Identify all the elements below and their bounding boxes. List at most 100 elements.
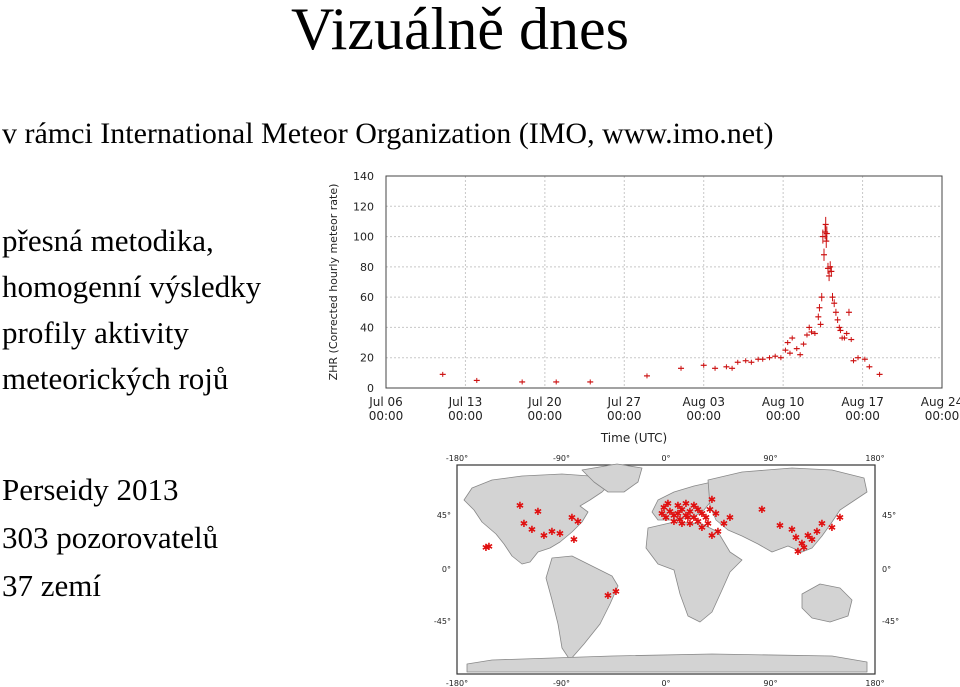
data-point <box>700 362 707 368</box>
y-tick-label: 40 <box>360 321 374 334</box>
data-point <box>845 308 852 316</box>
observer-marker: ✱ <box>714 527 722 538</box>
australia <box>801 583 853 623</box>
data-point <box>789 335 796 341</box>
longitude-label: -90° <box>553 454 570 463</box>
country-count: 37 zemí <box>2 568 101 603</box>
observer-marker: ✱ <box>690 513 698 524</box>
data-point <box>803 332 810 338</box>
observer-marker: ✱ <box>604 591 612 602</box>
data-point <box>861 356 868 362</box>
observer-marker: ✱ <box>804 531 812 542</box>
observer-marker: ✱ <box>776 521 784 532</box>
y-tick-label: 100 <box>353 231 374 244</box>
x-tick-label: 00:00 <box>528 409 563 423</box>
y-tick-label: 0 <box>367 382 374 395</box>
observer-marker: ✱ <box>568 513 576 524</box>
observer-marker: ✱ <box>670 517 678 528</box>
data-point <box>793 346 800 352</box>
data-point <box>817 321 824 328</box>
x-tick-label: Jul 06 <box>368 395 403 409</box>
data-point <box>519 379 526 385</box>
longitude-label: 0° <box>661 679 670 687</box>
data-point <box>823 226 830 241</box>
observer-marker: ✱ <box>670 511 678 522</box>
observer-marker: ✱ <box>706 505 714 516</box>
data-point <box>836 324 843 331</box>
data-point <box>843 330 850 337</box>
observer-marker: ✱ <box>516 501 524 512</box>
x-tick-label: Jul 13 <box>448 395 483 409</box>
data-point <box>820 248 827 261</box>
x-axis-label: Time (UTC) <box>600 431 667 445</box>
y-axis-label: ZHR (Corrected hourly meteor rate) <box>327 184 340 381</box>
latitude-label: 45° <box>882 511 896 520</box>
data-point <box>816 304 823 312</box>
bullet-line: profily aktivity <box>2 315 189 350</box>
observer-marker: ✱ <box>694 517 702 528</box>
observer-marker: ✱ <box>708 495 716 506</box>
data-point <box>827 261 834 273</box>
data-point <box>837 327 844 334</box>
observer-marker: ✱ <box>698 523 706 534</box>
x-tick-label: Aug 24 <box>921 395 960 409</box>
data-point <box>766 355 773 361</box>
observer-marker: ✱ <box>702 513 710 524</box>
observer-marker: ✱ <box>813 527 821 538</box>
data-point <box>473 377 480 383</box>
observer-marker: ✱ <box>678 519 686 530</box>
data-point <box>828 266 835 277</box>
observer-marker: ✱ <box>574 517 582 528</box>
observer-marker: ✱ <box>694 505 702 516</box>
observer-marker: ✱ <box>704 519 712 530</box>
longitude-label: 180° <box>865 454 884 463</box>
data-point <box>439 371 446 377</box>
greenland <box>581 463 643 493</box>
longitude-label: 90° <box>763 454 777 463</box>
plot-frame <box>385 175 943 389</box>
observer-marker: ✱ <box>682 499 690 510</box>
data-point <box>823 234 830 248</box>
data-point <box>841 335 848 341</box>
observer-marker: ✱ <box>678 505 686 516</box>
data-point <box>782 347 789 353</box>
observer-marker: ✱ <box>674 509 682 520</box>
observer-marker: ✱ <box>612 587 620 598</box>
observer-marker: ✱ <box>660 503 668 514</box>
data-point <box>808 329 815 335</box>
north-america <box>463 473 613 565</box>
x-tick-label: Aug 17 <box>841 395 884 409</box>
x-tick-label: Aug 03 <box>682 395 725 409</box>
x-tick-label: 00:00 <box>607 409 642 423</box>
continents <box>463 463 868 673</box>
observer-marker: ✱ <box>758 505 766 516</box>
observer-marker: ✱ <box>528 525 536 536</box>
data-point <box>777 355 784 361</box>
bullet-line: přesná metodika, <box>2 223 214 258</box>
slide-title: Vizuálně dnes <box>291 0 629 62</box>
observer-marker: ✱ <box>682 511 690 522</box>
data-point <box>553 379 560 385</box>
longitude-label: -90° <box>553 679 570 687</box>
x-tick-label: 00:00 <box>925 409 960 423</box>
data-point <box>818 292 825 302</box>
south-america <box>545 555 619 661</box>
latitude-label: -45° <box>434 617 451 626</box>
observer-marker: ✱ <box>800 543 808 554</box>
x-tick-label: 00:00 <box>766 409 801 423</box>
africa <box>645 521 743 623</box>
x-tick-label: 00:00 <box>686 409 721 423</box>
x-tick-label: Jul 27 <box>607 395 642 409</box>
observer-marker: ✱ <box>690 501 698 512</box>
y-tick-label: 60 <box>360 291 374 304</box>
data-point <box>643 373 650 379</box>
observer-marker: ✱ <box>485 542 493 553</box>
latitude-label: 45° <box>437 511 451 520</box>
longitude-label: 180° <box>865 679 884 687</box>
data-point <box>866 364 873 370</box>
observer-marker: ✱ <box>788 525 796 536</box>
observer-marker: ✱ <box>666 507 674 518</box>
data-point <box>772 353 779 359</box>
x-tick-label: 00:00 <box>845 409 880 423</box>
